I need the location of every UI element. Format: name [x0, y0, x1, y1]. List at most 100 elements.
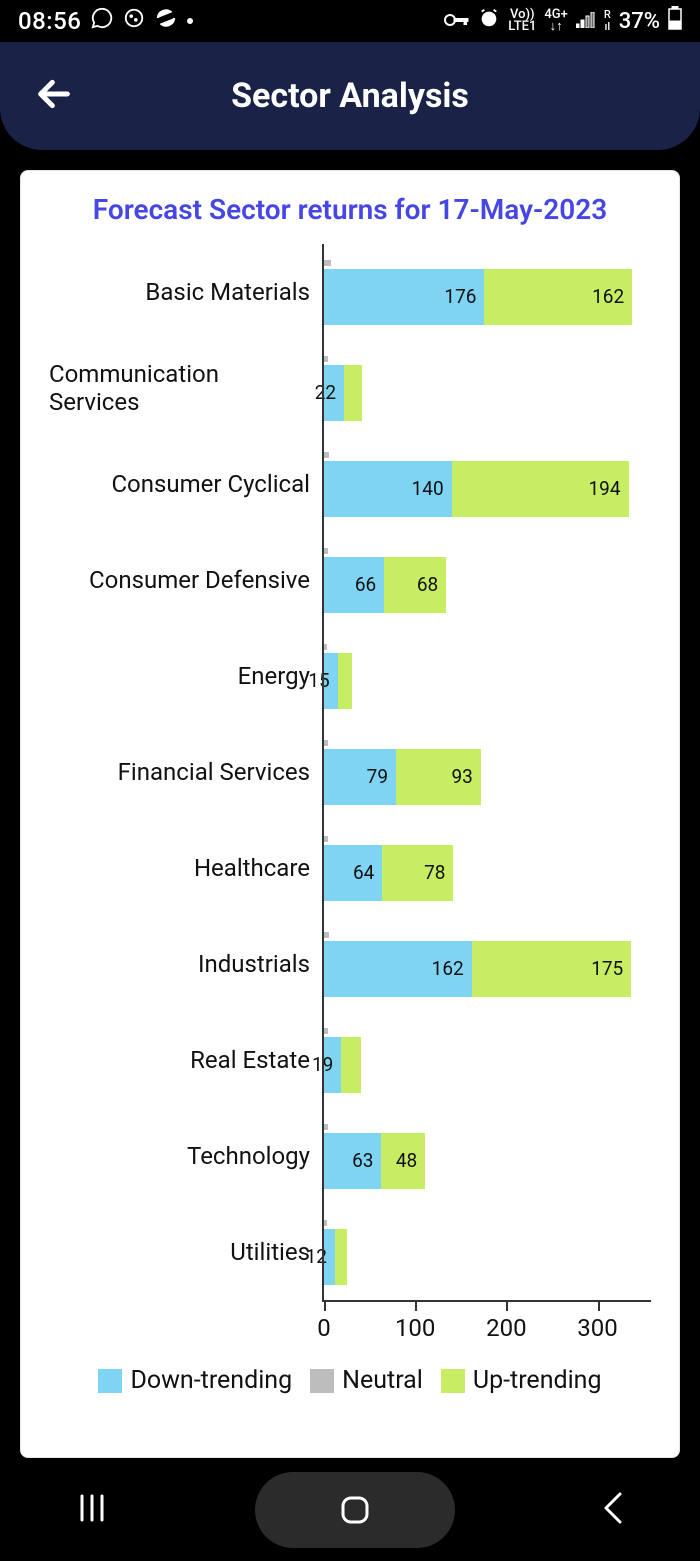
- chart-row: 162175: [324, 916, 651, 1012]
- x-axis-tick: [506, 1301, 508, 1311]
- neutral-segment: [324, 1220, 327, 1226]
- stacked-bar: 15: [324, 653, 651, 709]
- legend-label: Neutral: [342, 1366, 423, 1395]
- status-right-cluster: Vo))LTE1 4G+↓↑ Rıl 37%: [444, 6, 682, 36]
- neutral-segment: [324, 356, 328, 362]
- stacked-bar: 12: [324, 1229, 651, 1285]
- neutral-segment: [324, 644, 327, 650]
- down-trending-segment: 79: [324, 749, 396, 805]
- signal-icon: [576, 9, 596, 34]
- status-clock: 08:56: [18, 7, 81, 35]
- home-button[interactable]: [255, 1472, 455, 1548]
- down-trending-segment: 19: [324, 1037, 341, 1093]
- android-nav-bar: [0, 1458, 700, 1561]
- up-trending-segment: 194: [452, 461, 629, 517]
- recents-button[interactable]: [70, 1486, 114, 1534]
- battery-percent-text: 37%: [619, 9, 660, 34]
- volte-indicator: Vo))LTE1: [508, 9, 536, 33]
- status-left-cluster: 08:56: [18, 7, 193, 35]
- up-trending-segment: 162: [484, 269, 632, 325]
- whatsapp-icon: [91, 7, 113, 35]
- chart-row: 22: [324, 340, 651, 436]
- neutral-segment: [324, 836, 328, 842]
- x-axis-tick: [415, 1301, 417, 1311]
- down-trending-segment: 66: [324, 557, 384, 613]
- x-axis-tick-label: 100: [395, 1314, 435, 1342]
- chart-row: 6668: [324, 532, 651, 628]
- stacked-bar: 176162: [324, 269, 651, 325]
- up-trending-segment: [338, 653, 353, 709]
- y-axis-category-label: Utilities: [49, 1204, 324, 1300]
- chart-row: 140194: [324, 436, 651, 532]
- chart-row: 6348: [324, 1108, 651, 1204]
- legend-swatch: [98, 1369, 122, 1393]
- vpn-key-icon: [444, 9, 470, 34]
- stacked-bar: 6478: [324, 845, 651, 901]
- up-trending-segment: 78: [382, 845, 453, 901]
- y-axis-category-label: Basic Materials: [49, 244, 324, 340]
- up-trending-segment: 175: [472, 941, 632, 997]
- stacked-bar: 7993: [324, 749, 651, 805]
- neutral-segment: [324, 740, 328, 746]
- down-trending-segment: 15: [324, 653, 338, 709]
- back-button[interactable]: [34, 74, 74, 118]
- legend-item: Neutral: [310, 1366, 423, 1395]
- sector-chart: Basic MaterialsCommunication ServicesCon…: [49, 244, 651, 1300]
- y-axis-category-label: Financial Services: [49, 724, 324, 820]
- stacked-bar: 6348: [324, 1133, 651, 1189]
- chart-title: Forecast Sector returns for 17-May-2023: [49, 193, 651, 226]
- y-axis-category-label: Healthcare: [49, 820, 324, 916]
- chart-card: Forecast Sector returns for 17-May-2023 …: [20, 170, 680, 1458]
- down-trending-segment: 162: [324, 941, 472, 997]
- battery-icon: [668, 6, 682, 36]
- chart-row: 12: [324, 1204, 651, 1300]
- stacked-bar: 19: [324, 1037, 651, 1093]
- neutral-segment: [324, 452, 329, 458]
- neutral-segment: [324, 260, 331, 266]
- legend-label: Down-trending: [130, 1366, 292, 1395]
- down-trending-segment: 140: [324, 461, 452, 517]
- stacked-bar: 22: [324, 365, 651, 421]
- up-trending-segment: [341, 1037, 361, 1093]
- network-type-indicator: 4G+↓↑: [544, 9, 567, 33]
- up-trending-segment: 93: [396, 749, 481, 805]
- cookie-icon: [123, 7, 145, 35]
- neutral-segment: [324, 1028, 328, 1034]
- chart-row: 6478: [324, 820, 651, 916]
- legend-item: Down-trending: [98, 1366, 292, 1395]
- y-axis-category-label: Energy: [49, 628, 324, 724]
- down-trending-segment: 12: [324, 1229, 335, 1285]
- x-axis-tick: [598, 1301, 600, 1311]
- stacked-bar: 6668: [324, 557, 651, 613]
- legend-label: Up-trending: [473, 1366, 602, 1395]
- alarm-icon: [478, 7, 500, 35]
- neutral-segment: [324, 548, 328, 554]
- chart-legend: Down-trending Neutral Up-trending: [49, 1366, 651, 1395]
- x-axis: 0100200300: [324, 1300, 651, 1360]
- down-trending-segment: 22: [324, 365, 344, 421]
- chart-plot-area: 1761622214019466681579936478162175196348…: [324, 244, 651, 1300]
- chart-row: 15: [324, 628, 651, 724]
- down-trending-segment: 176: [324, 269, 484, 325]
- android-back-button[interactable]: [596, 1488, 630, 1532]
- y-axis-category-label: Industrials: [49, 916, 324, 1012]
- chart-row: 176162: [324, 244, 651, 340]
- up-trending-segment: 68: [384, 557, 446, 613]
- content-surface: Forecast Sector returns for 17-May-2023 …: [0, 150, 700, 1458]
- neutral-segment: [324, 1124, 328, 1130]
- x-axis-tick: [324, 1301, 326, 1311]
- y-axis-category-label: Consumer Cyclical: [49, 436, 324, 532]
- x-axis-tick-label: 200: [486, 1314, 526, 1342]
- more-notifications-dot-icon: [187, 18, 193, 24]
- chart-row: 7993: [324, 724, 651, 820]
- legend-item: Up-trending: [441, 1366, 602, 1395]
- x-axis-tick-label: 0: [317, 1314, 331, 1342]
- stacked-bar: 162175: [324, 941, 651, 997]
- android-status-bar: 08:56 Vo))LTE1 4G+↓↑ Rıl 37%: [0, 0, 700, 42]
- x-axis-tick-label: 300: [577, 1314, 617, 1342]
- app-header: Sector Analysis: [0, 42, 700, 150]
- y-axis-category-label: Real Estate: [49, 1012, 324, 1108]
- roaming-indicator: Rıl: [604, 9, 611, 33]
- up-trending-segment: 48: [381, 1133, 425, 1189]
- stacked-bar: 140194: [324, 461, 651, 517]
